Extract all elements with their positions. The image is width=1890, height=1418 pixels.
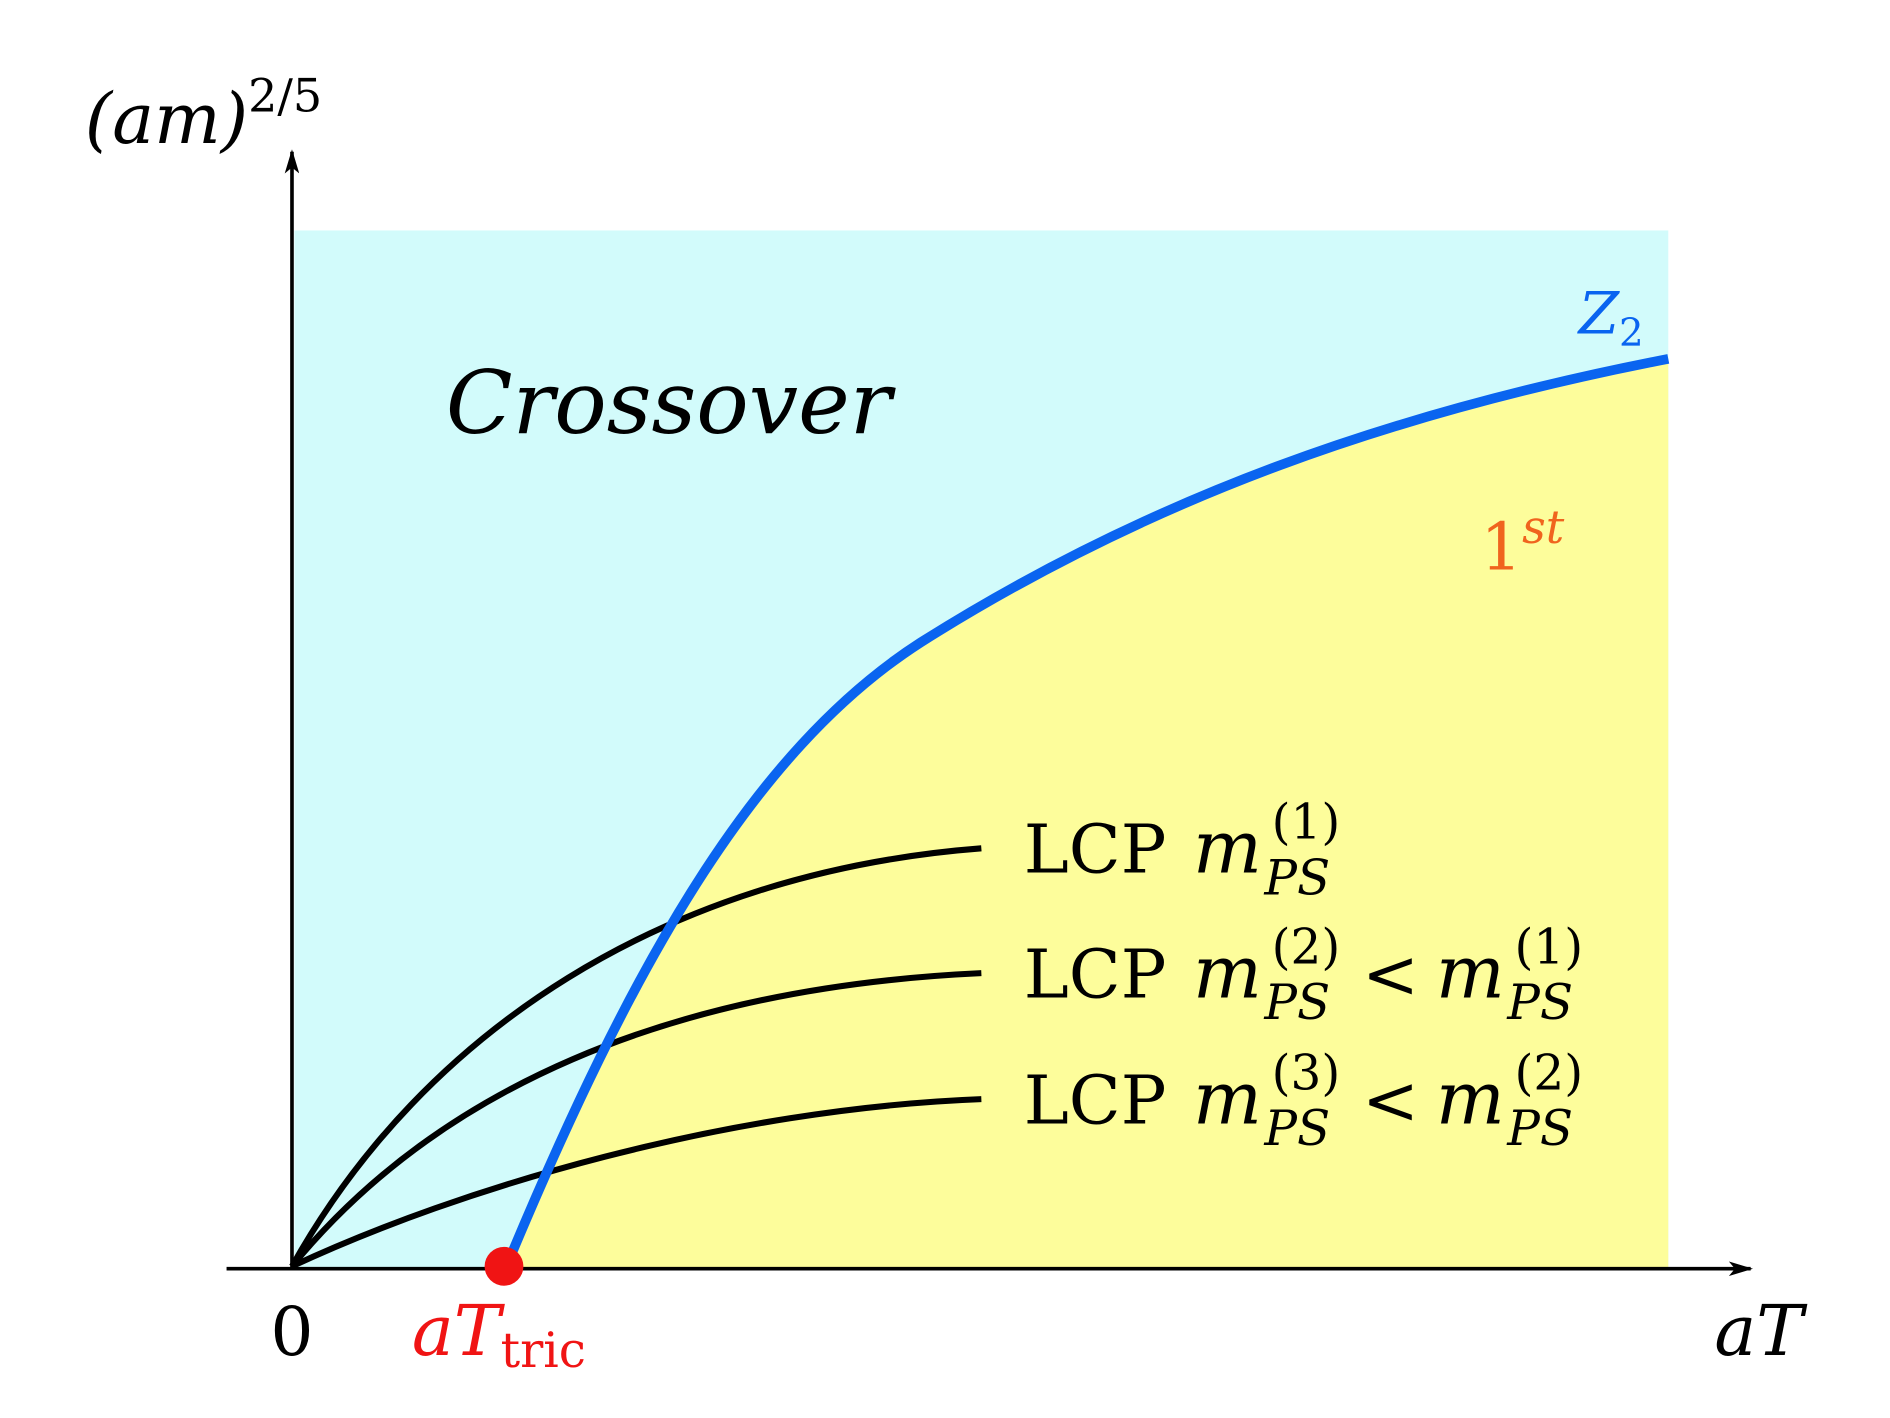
tricritical-label: aTtric — [412, 1290, 586, 1379]
lcp-relation: < — [1362, 1060, 1419, 1139]
lcp-sup: (1) — [1272, 795, 1341, 851]
first-base: 1 — [1481, 510, 1523, 586]
y-label-base: (am) — [85, 78, 248, 160]
lcp-relation: < — [1362, 934, 1419, 1013]
lcp-sub: PS — [1263, 975, 1330, 1031]
x-axis-label: aT — [1714, 1290, 1808, 1372]
z2-base: Z — [1577, 279, 1621, 347]
first-order-region — [506, 358, 1669, 1269]
y-axis-label: (am)2/5 — [85, 69, 322, 161]
tricritical-point — [484, 1246, 524, 1286]
lcp-mass: m — [1193, 931, 1262, 1015]
lcp-sub: PS — [1506, 1101, 1573, 1157]
lcp-curve — [289, 845, 982, 1268]
z2-label: Z2 — [1577, 279, 1644, 355]
lcp-sup: (2) — [1515, 1045, 1584, 1101]
lcp-prefix: LCP — [1024, 934, 1167, 1013]
first-order-label: 1st — [1481, 500, 1565, 586]
y-label-sup: 2/5 — [248, 69, 322, 123]
lcp-mass: m — [1436, 1057, 1505, 1141]
lcp-sub: PS — [1263, 850, 1330, 906]
tric-base: aT — [412, 1290, 506, 1372]
origin-label: 0 — [270, 1292, 313, 1371]
lcp-sup: (3) — [1272, 1045, 1341, 1101]
lcp-mass: m — [1193, 807, 1262, 891]
lcp-prefix: LCP — [1024, 1060, 1167, 1139]
lcp-mass: m — [1436, 931, 1505, 1015]
lcp-prefix: LCP — [1024, 810, 1167, 889]
lcp-curve — [289, 970, 982, 1269]
z2-line — [501, 354, 1670, 1269]
lcp-sup: (1) — [1515, 919, 1584, 975]
z2-sub: 2 — [1619, 311, 1644, 356]
first-sup: st — [1522, 500, 1565, 554]
lcp-sub: PS — [1263, 1101, 1330, 1157]
lcp-sub: PS — [1506, 975, 1573, 1031]
crossover-label: Crossover — [446, 352, 896, 454]
tric-sub: tric — [501, 1323, 586, 1379]
lcp-curve — [290, 1096, 982, 1270]
lcp-sup: (2) — [1272, 919, 1341, 975]
lcp-mass: m — [1193, 1057, 1262, 1141]
